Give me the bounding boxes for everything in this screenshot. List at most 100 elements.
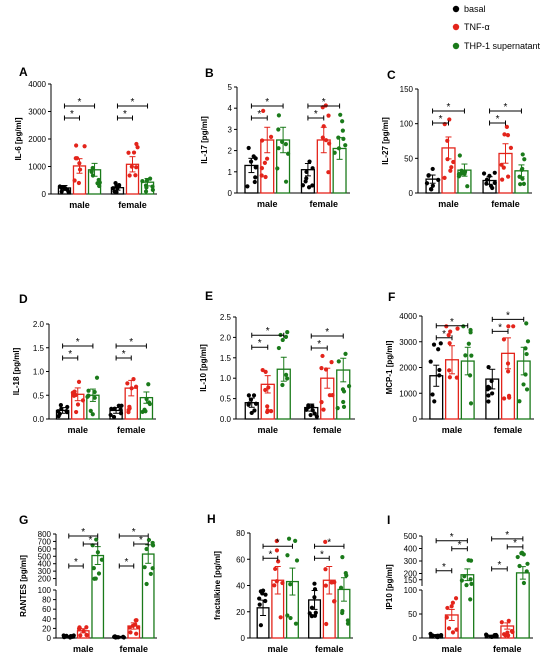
panel-c-point-1-1-6 xyxy=(504,124,509,130)
panel-e-point-1-1-5 xyxy=(329,360,334,365)
panel-f-point-0-1-3 xyxy=(454,375,459,380)
panel-a-point-1-1-7 xyxy=(131,150,137,155)
panel-b-point-0-2-5 xyxy=(283,179,289,184)
panel-e-point-0-2-0 xyxy=(283,372,289,377)
panel-a-point-1-2-4 xyxy=(150,184,155,189)
panel-g-ytick-label-2: 40 xyxy=(42,615,51,624)
panel-b-category-label-0: male xyxy=(257,199,278,209)
panel-i-point-1-2-4 xyxy=(524,569,529,574)
panel-g-point-0-1-3 xyxy=(84,625,89,630)
panel-h-point-1-1-6 xyxy=(332,580,337,585)
panel-b-point-1-0-0 xyxy=(307,159,312,164)
panel-a-category-label-1: female xyxy=(118,200,147,210)
panel-a-point-1-1-0 xyxy=(134,165,139,170)
panel-b-point-0-2-3 xyxy=(276,146,281,151)
panel-c-point-0-0-1 xyxy=(436,177,441,182)
panel-d-point-1-1-7 xyxy=(127,406,132,411)
panel-i-ytick-label-4: 200 xyxy=(404,570,418,579)
panel-b-point-0-0-4 xyxy=(245,184,250,189)
panel-e-point-1-0-3 xyxy=(308,412,313,418)
panel-a-point-0-2-6 xyxy=(96,177,101,183)
panel-d-ytick-label-0: 0.0 xyxy=(33,415,45,424)
panel-d-category-label-0: male xyxy=(67,425,88,435)
panel-c-point-1-1-4 xyxy=(501,165,506,170)
panel-d-point-1-0-7 xyxy=(118,411,124,416)
panel-d-point-1-2-3 xyxy=(143,409,148,414)
panel-i-sig-star-1-0: * xyxy=(497,560,501,571)
panel-f-point-1-2-4 xyxy=(525,339,531,344)
panel-i-point-0-1-5 xyxy=(453,596,459,601)
panel-f-point-1-0-6 xyxy=(485,387,490,392)
panel-e-point-0-1-2 xyxy=(263,387,268,393)
panel-f-point-0-2-1 xyxy=(469,353,474,358)
panel-g-sig-star-0-2: * xyxy=(89,535,93,546)
panel-c-sig-star-0-1: * xyxy=(447,102,451,113)
panel-b-point-0-1-2 xyxy=(268,134,274,139)
legend-marker-1 xyxy=(452,23,460,31)
panel-b-point-0-0-0 xyxy=(253,165,258,170)
panel-h-point-1-0-3 xyxy=(312,581,317,586)
panel-a-point-0-1-1 xyxy=(77,161,82,166)
panel-c-point-1-1-1 xyxy=(500,177,505,182)
panel-f-point-0-2-0 xyxy=(467,373,473,378)
panel-h-point-1-2-4 xyxy=(338,585,344,590)
panel-c-point-1-1-2 xyxy=(506,174,511,179)
panel-a-point-1-2-6 xyxy=(144,178,150,183)
panel-g-ytick-label-12: 800 xyxy=(38,530,52,539)
panel-h-sig-star-1-1: * xyxy=(327,537,331,548)
panel-f-point-0-1-0 xyxy=(447,341,452,346)
panel-h-point-0-0-2 xyxy=(263,592,268,597)
panel-d-point-1-1-0 xyxy=(125,381,130,386)
panel-h-ytick-label-0: 0 xyxy=(241,634,246,643)
panel-g-ytick-label-8: 400 xyxy=(38,560,52,569)
panel-a-point-1-2-0 xyxy=(140,179,145,184)
panel-h-point-0-1-3 xyxy=(274,548,280,553)
panel-i-point-0-2-1 xyxy=(468,577,473,582)
panel-e-category-label-1: female xyxy=(313,425,342,435)
panel-b-point-1-2-4 xyxy=(336,135,341,140)
panel-i-point-1-2-7 xyxy=(521,552,526,557)
panel-f-point-0-2-6 xyxy=(468,401,474,406)
panel-f-point-1-2-2 xyxy=(523,346,528,351)
panel-c-point-0-1-6 xyxy=(447,117,452,122)
panel-g-point-0-1-6 xyxy=(77,626,82,631)
panel-e-point-1-1-2 xyxy=(323,367,329,372)
panel-i-point-1-1-1 xyxy=(506,618,511,623)
panel-f-sig-star-1-0: * xyxy=(498,322,502,333)
panel-b-sig-star-1-0: * xyxy=(314,109,318,120)
panel-f-point-0-1-4 xyxy=(444,324,449,329)
panel-b-ytick-label-3: 3 xyxy=(228,125,233,134)
panel-c-point-1-1-0 xyxy=(502,132,507,137)
panel-h-point-0-1-7 xyxy=(280,580,285,586)
panel-e-point-1-0-6 xyxy=(314,414,319,419)
panel-f-point-0-1-7 xyxy=(446,333,451,338)
panel-b-ytick-label-0: 0 xyxy=(228,189,233,198)
panel-e-sig-star-0-1: * xyxy=(266,326,270,337)
panel-f-point-0-0-4 xyxy=(437,373,442,378)
panel-i-letter: I xyxy=(387,513,390,527)
panel-e-ylabel: IL-10 [pg/ml] xyxy=(199,344,208,392)
panel-b-category-label-1: female xyxy=(309,199,338,209)
panel-b-point-0-1-0 xyxy=(259,165,265,171)
panel-f-point-0-2-7 xyxy=(461,324,466,329)
panel-i-category-label-0: male xyxy=(441,644,462,654)
panel-d-point-1-2-7 xyxy=(146,400,152,405)
panel-b-point-0-0-7 xyxy=(253,175,258,180)
panel-f-point-1-2-3 xyxy=(524,387,530,392)
panel-i-sig-star-0-0: * xyxy=(442,562,446,573)
panel-b-point-1-1-2 xyxy=(321,124,326,129)
panel-h-point-1-1-5 xyxy=(332,599,337,604)
panel-c-letter: C xyxy=(387,68,396,82)
panel-a-point-0-1-6 xyxy=(77,167,83,172)
panel-i-point-1-2-0 xyxy=(515,554,520,560)
panel-f-point-0-2-2 xyxy=(463,353,468,358)
panel-g-point-0-1-0 xyxy=(78,633,83,638)
panel-a-point-1-1-1 xyxy=(129,164,134,169)
panel-c-sig-star-0-0: * xyxy=(439,114,443,125)
panel-i-ytick-label-7: 500 xyxy=(404,532,418,541)
panel-h-point-0-0-3 xyxy=(257,596,262,601)
panel-f-point-1-2-6 xyxy=(524,351,529,357)
panel-i-point-0-1-6 xyxy=(444,615,449,620)
panel-d-point-0-1-6 xyxy=(75,402,81,407)
panel-e-ytick-label-0: 0.0 xyxy=(220,415,232,424)
